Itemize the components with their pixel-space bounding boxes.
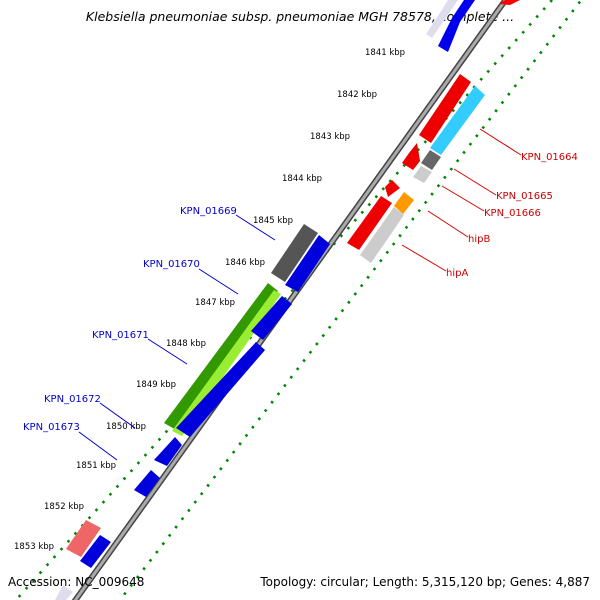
leader-line xyxy=(453,168,497,196)
ruler-tick-label: 1842 kbp xyxy=(337,90,377,100)
chromosome-axis xyxy=(71,0,510,600)
gene-bar-kpn01671-a[interactable] xyxy=(251,296,292,340)
gene-bar-kpn01669[interactable] xyxy=(271,224,318,282)
gene-bar-kpn01666b[interactable] xyxy=(413,166,432,183)
topology-label: Topology: circular; Length: 5,315,120 bp… xyxy=(260,575,590,589)
leader-line xyxy=(235,214,276,241)
gene-label-hipa[interactable]: hipA xyxy=(446,268,468,279)
ruler-dotted-line-right xyxy=(118,0,583,600)
ruler-tick-label: 1841 kbp xyxy=(365,48,405,58)
leader-line xyxy=(147,338,188,365)
forward-strand-genes xyxy=(347,0,520,263)
gene-label-kpn01666[interactable]: KPN_01666 xyxy=(484,208,541,219)
ruler-tick-label: 1852 kbp xyxy=(44,502,84,512)
gene-bar-kpn01672[interactable] xyxy=(154,437,182,466)
ruler-tick-label: 1850 kbp xyxy=(106,422,146,432)
reverse-strand-genes xyxy=(55,0,475,600)
gene-bar-top-blue[interactable] xyxy=(438,0,475,52)
gene-bar-pink[interactable] xyxy=(66,520,101,557)
leader-line xyxy=(479,128,522,156)
gene-bar-kpn01665b[interactable] xyxy=(402,143,420,170)
gene-label-kpn01664[interactable]: KPN_01664 xyxy=(521,152,578,163)
gene-bar-bottom-blue[interactable] xyxy=(80,535,111,568)
gene-bar-hipa[interactable] xyxy=(394,192,414,214)
gene-bar-kpn01664[interactable] xyxy=(419,74,471,143)
gene-bar-kpn01666[interactable] xyxy=(421,150,441,170)
leader-line xyxy=(401,244,447,272)
leader-line xyxy=(78,431,118,461)
gene-label-kpn01671[interactable]: KPN_01671 xyxy=(92,330,149,341)
gene-bar-kpn01670-light[interactable] xyxy=(172,290,281,436)
gene-label-kpn01673[interactable]: KPN_01673 xyxy=(23,422,80,433)
gene-bar-kpn01670[interactable] xyxy=(164,283,278,431)
gene-bar-hipa2[interactable] xyxy=(360,207,404,263)
gene-bar-kpn01671-b[interactable] xyxy=(176,342,265,437)
gene-bar-kpn01673[interactable] xyxy=(134,470,160,497)
gene-bar-hipb[interactable] xyxy=(385,180,400,197)
accession-label: Accession: NC_009648 xyxy=(8,575,145,589)
leader-line xyxy=(441,185,485,212)
gene-label-kpn01672[interactable]: KPN_01672 xyxy=(44,394,101,405)
reverse-gene-labels: KPN_01669 KPN_01670 KPN_01671 KPN_01672 … xyxy=(23,206,276,461)
ruler-tick-label: 1845 kbp xyxy=(253,216,293,226)
ruler-tick-label: 1849 kbp xyxy=(136,380,176,390)
leader-line xyxy=(427,210,469,238)
gene-bar-bottom-white[interactable] xyxy=(55,585,73,600)
genome-title: Klebsiella pneumoniae subsp. pneumoniae … xyxy=(85,9,515,24)
ruler-tick-label: 1846 kbp xyxy=(225,258,265,268)
gene-bar-hipb2[interactable] xyxy=(347,196,392,250)
gene-bar-top-red[interactable] xyxy=(499,0,520,5)
ruler-tick-label: 1844 kbp xyxy=(282,174,322,184)
ruler-tick-label: 1843 kbp xyxy=(310,132,350,142)
forward-gene-labels: KPN_01664 KPN_01665 KPN_01666 hipB hipA xyxy=(401,128,578,279)
gene-label-kpn01669[interactable]: KPN_01669 xyxy=(180,206,237,217)
gene-bar-kpn01669b[interactable] xyxy=(285,235,330,292)
ruler-tick-label: 1851 kbp xyxy=(76,461,116,471)
gene-bar-kpn01665[interactable] xyxy=(430,86,485,155)
ruler-labels: 1841 kbp 1842 kbp 1843 kbp 1844 kbp 1845… xyxy=(14,48,405,552)
gene-label-kpn01670[interactable]: KPN_01670 xyxy=(143,259,200,270)
gene-bar-top-white[interactable] xyxy=(426,0,458,38)
ruler-guides xyxy=(15,0,583,600)
ruler-tick-label: 1853 kbp xyxy=(14,542,54,552)
gene-label-kpn01665[interactable]: KPN_01665 xyxy=(496,191,553,202)
ruler-tick-label: 1848 kbp xyxy=(166,339,206,349)
leader-line xyxy=(99,402,136,429)
leader-line xyxy=(198,268,239,295)
ruler-tick-label: 1847 kbp xyxy=(195,298,235,308)
gene-label-hipb[interactable]: hipB xyxy=(468,234,490,245)
